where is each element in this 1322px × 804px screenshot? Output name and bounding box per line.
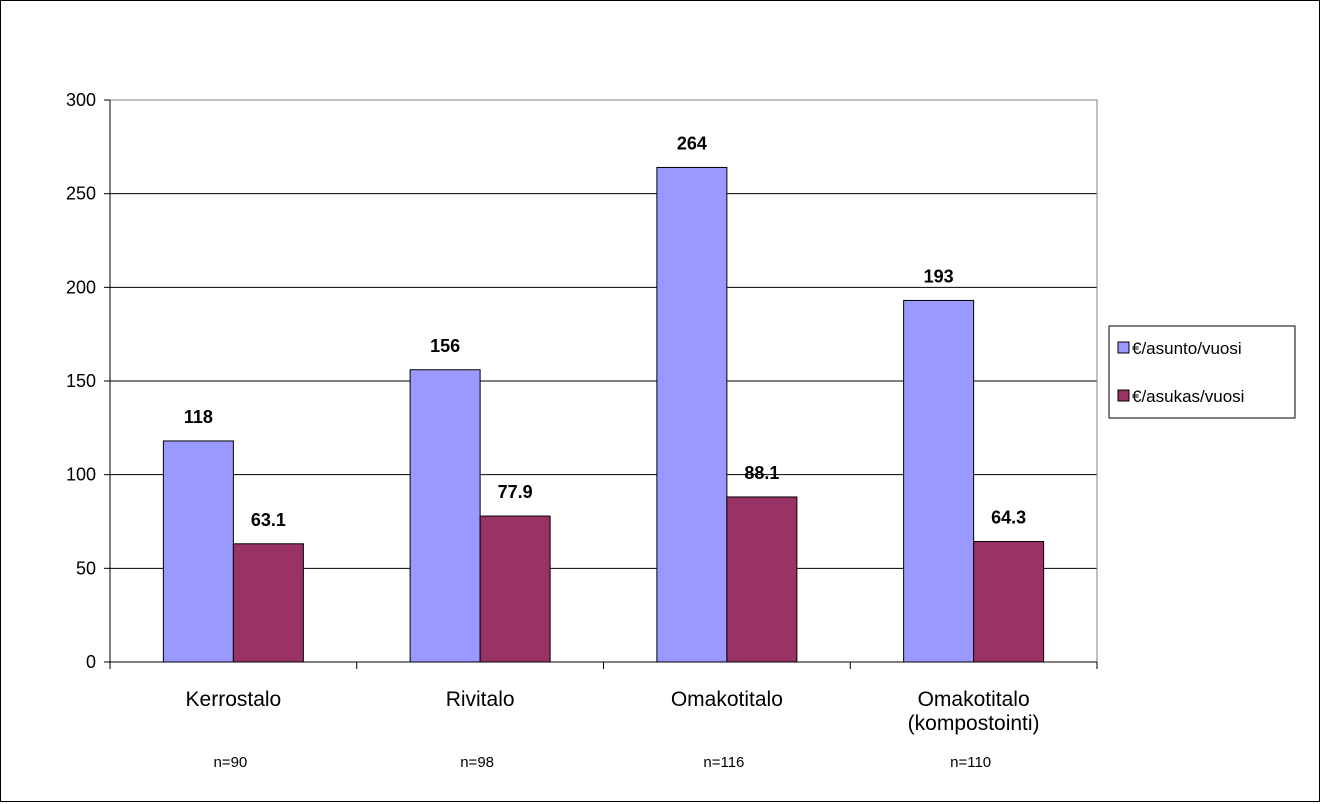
bar <box>409 369 481 663</box>
y-tick-label: 100 <box>66 465 96 485</box>
legend-swatch <box>1117 389 1130 402</box>
sample-size-label: n=98 <box>460 754 494 771</box>
x-tick-label: Omakotitalo <box>918 688 1030 711</box>
bar <box>973 541 1045 663</box>
legend <box>1108 325 1296 419</box>
data-label: 77.9 <box>498 482 533 502</box>
data-label: 63.1 <box>251 510 286 530</box>
y-tick-label: 150 <box>66 371 96 391</box>
y-tick-label: 300 <box>66 90 96 110</box>
bar <box>656 166 728 663</box>
y-tick-label: 200 <box>66 277 96 297</box>
y-tick-label: 0 <box>86 652 96 672</box>
data-label: 264 <box>677 133 707 153</box>
x-tick-label: Kerrostalo <box>186 688 282 711</box>
data-label: 193 <box>924 266 954 286</box>
bar <box>726 496 798 663</box>
y-tick-label: 50 <box>76 558 96 578</box>
data-label: 64.3 <box>991 508 1026 528</box>
bar <box>479 515 551 663</box>
bar <box>232 543 304 663</box>
x-tick-label: (kompostointi) <box>908 712 1040 735</box>
sample-size-label: n=90 <box>213 754 247 771</box>
legend-label: €/asunto/vuosi <box>1132 339 1242 358</box>
legend-swatch <box>1117 341 1130 354</box>
data-label: 118 <box>184 407 213 427</box>
y-tick-label: 250 <box>66 184 96 204</box>
sample-size-label: n=116 <box>703 754 744 771</box>
x-tick-label: Rivitalo <box>446 688 515 711</box>
bar <box>903 299 975 663</box>
x-tick-label: Omakotitalo <box>671 688 783 711</box>
bar <box>162 440 234 663</box>
data-label: 88.1 <box>744 463 779 483</box>
data-label: 156 <box>430 336 460 356</box>
legend-label: €/asukas/vuosi <box>1132 387 1244 406</box>
sample-size-label: n=110 <box>950 754 991 771</box>
